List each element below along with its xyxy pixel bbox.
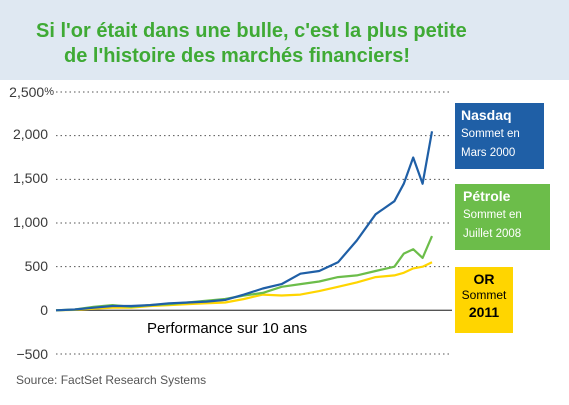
y-tick-label: 1,000: [12, 214, 48, 230]
nasdaq-callout-line1: Sommet en: [461, 128, 520, 140]
nasdaq-callout-name: Nasdaq: [461, 107, 512, 123]
y-unit: %: [44, 86, 54, 98]
y-tick-label: 0: [40, 302, 48, 318]
series-layer: [55, 131, 434, 312]
or-callout-line1: Sommet: [461, 288, 507, 302]
y-tick-label: 2,500%: [9, 84, 54, 100]
headline-line-1: Si l'or était dans une bulle, c'est la p…: [36, 20, 467, 42]
petrole-callout-name: Pétrole: [463, 188, 511, 204]
petrole-callout-line2: Juillet 2008: [463, 228, 522, 240]
series-line-nasdaq: [55, 131, 434, 312]
or-callout-name: OR: [473, 271, 495, 287]
series-line-or: [55, 261, 433, 312]
y-tick-label: 1,500: [12, 170, 48, 186]
gridlines: [56, 91, 452, 355]
y-tick-label: 2,000: [12, 126, 48, 142]
chart-caption: Performance sur 10 ans: [147, 320, 308, 337]
petrole-callout: Pétrole Sommet en Juillet 2008: [455, 184, 550, 250]
chart-headline: Si l'or était dans une bulle, c'est la p…: [0, 0, 569, 80]
source-note: Source: FactSet Research Systems: [16, 373, 207, 387]
nasdaq-callout: Nasdaq Sommet en Mars 2000: [455, 103, 544, 169]
y-tick-label: −500: [16, 346, 48, 362]
headline-line-2: de l'histoire des marchés financiers!: [64, 45, 410, 67]
petrole-callout-line1: Sommet en: [463, 209, 522, 221]
y-tick-label: 500: [24, 258, 48, 274]
or-callout-year: 2011: [468, 304, 500, 320]
nasdaq-callout-line2: Mars 2000: [461, 147, 516, 159]
or-callout: OR Sommet 2011: [455, 267, 513, 333]
